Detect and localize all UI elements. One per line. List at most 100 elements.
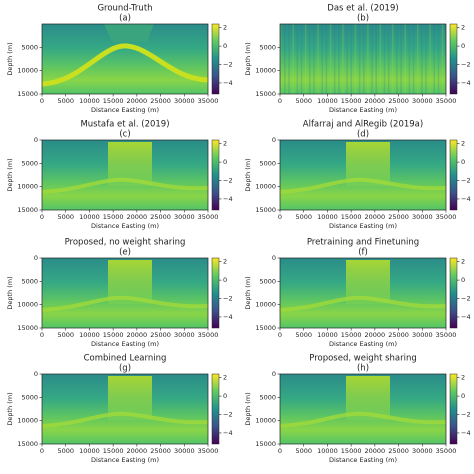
- streak: [317, 24, 319, 94]
- streak: [392, 24, 394, 94]
- panel: Das et al. (2019)(b)0 5000 10000 15000 20000…: [244, 4, 471, 115]
- colorbar-tick-label: 2: [461, 140, 465, 148]
- panel-title: Proposed, weight sharing: [309, 354, 417, 364]
- frame: [279, 373, 447, 445]
- y-tick-label: 15000: [17, 324, 38, 332]
- x-tick-label: 15000: [103, 447, 124, 455]
- y-tick-label: 0: [34, 254, 38, 262]
- streak: [371, 24, 373, 94]
- x-tick-label: 10000: [317, 213, 338, 221]
- y-tick-label: 0: [272, 370, 276, 378]
- streak: [379, 24, 382, 94]
- panel-title: Mustafa et al. (2019): [80, 120, 169, 130]
- streak: [425, 24, 427, 94]
- streak: [280, 24, 282, 94]
- x-axis-label: Distance Easting (m): [329, 340, 397, 348]
- colorbar-tick-label: −2: [223, 295, 233, 303]
- colorbar-tick-label: −2: [461, 411, 471, 419]
- x-tick-label: 15000: [103, 97, 124, 105]
- colorbar: [211, 257, 220, 329]
- x-tick-label: 25000: [388, 213, 409, 221]
- x-tick-label: 5000: [57, 213, 74, 221]
- streak: [375, 24, 377, 94]
- y-tick-label: 5000: [259, 159, 276, 167]
- colorbar-tick-label: 0: [223, 276, 227, 284]
- colorbar-tick-label: −4: [223, 429, 233, 437]
- panel-title: Combined Learning: [84, 354, 167, 364]
- colorbar-tick-label: 0: [461, 158, 465, 166]
- streak: [429, 24, 431, 94]
- streak: [354, 24, 357, 94]
- x-tick-label: 20000: [365, 97, 386, 105]
- colorbar-tick-label: −2: [461, 295, 471, 303]
- horizon: [42, 411, 208, 428]
- x-tick-label: 5000: [57, 447, 74, 455]
- streak: [342, 24, 344, 94]
- horizon: [42, 295, 208, 312]
- x-tick-label: 20000: [127, 213, 148, 221]
- y-axis-label: Depth (m): [244, 42, 252, 75]
- colorbar: [211, 139, 220, 211]
- streak: [358, 24, 361, 94]
- image: [42, 258, 208, 328]
- x-tick-label: 15000: [341, 213, 362, 221]
- y-tick-label: 5000: [21, 277, 38, 285]
- streak: [300, 24, 303, 94]
- x-tick-label: 10000: [79, 447, 100, 455]
- x-tick-label: 25000: [150, 447, 171, 455]
- y-tick-label: 15000: [255, 206, 276, 214]
- streak: [396, 24, 398, 94]
- x-tick-label: 15000: [103, 213, 124, 221]
- colorbar-tick-label: 2: [223, 374, 227, 382]
- x-tick-label: 0: [40, 331, 44, 339]
- y-tick-label: 0: [34, 136, 38, 144]
- colorbar-tick-label: −4: [461, 79, 471, 87]
- frame: [279, 257, 447, 329]
- streak: [412, 24, 415, 94]
- x-tick-label: 20000: [365, 331, 386, 339]
- streak: [400, 24, 402, 94]
- streak: [367, 24, 369, 94]
- streak: [421, 24, 423, 94]
- x-tick-label: 35000: [198, 97, 219, 105]
- colorbar: [211, 23, 220, 95]
- panel: Proposed, no weight sharing(e) 0 5000 10000…: [6, 238, 233, 349]
- x-tick-label: 10000: [79, 213, 100, 221]
- frame: [41, 373, 209, 445]
- x-tick-label: 0: [278, 331, 282, 339]
- streak: [408, 24, 411, 94]
- streak: [284, 24, 286, 94]
- colorbar: [449, 23, 458, 95]
- y-tick-label: 0: [272, 254, 276, 262]
- streak: [333, 24, 336, 94]
- y-axis-label: Depth (m): [244, 158, 252, 191]
- panel-subtitle: (d): [357, 130, 369, 140]
- y-tick-label: 5000: [259, 393, 276, 401]
- x-tick-label: 5000: [295, 331, 312, 339]
- x-tick-label: 0: [40, 213, 44, 221]
- x-tick-label: 0: [278, 97, 282, 105]
- x-tick-label: 35000: [436, 331, 457, 339]
- y-tick-label: 10000: [255, 67, 276, 75]
- x-tick-label: 20000: [127, 447, 148, 455]
- y-tick-label: 15000: [17, 440, 38, 448]
- y-tick-label: 5000: [21, 393, 38, 401]
- y-axis-label: Depth (m): [6, 158, 14, 191]
- frame: [41, 139, 209, 211]
- x-tick-label: 5000: [57, 331, 74, 339]
- x-tick-label: 30000: [412, 447, 433, 455]
- x-axis-label: Distance Easting (m): [329, 456, 397, 464]
- colorbar-tick-label: 0: [461, 392, 465, 400]
- y-tick-label: 5000: [21, 43, 38, 51]
- x-tick-label: 35000: [198, 447, 219, 455]
- streak: [292, 24, 294, 94]
- x-tick-label: 35000: [198, 331, 219, 339]
- colorbar-tick-label: 0: [223, 42, 227, 50]
- colorbar-tick-label: −2: [461, 61, 471, 69]
- x-tick-label: 30000: [174, 447, 195, 455]
- x-axis-label: Distance Easting (m): [91, 222, 159, 230]
- image: [280, 24, 446, 94]
- streak: [346, 24, 348, 94]
- y-tick-label: 10000: [255, 417, 276, 425]
- y-tick-label: 10000: [17, 301, 38, 309]
